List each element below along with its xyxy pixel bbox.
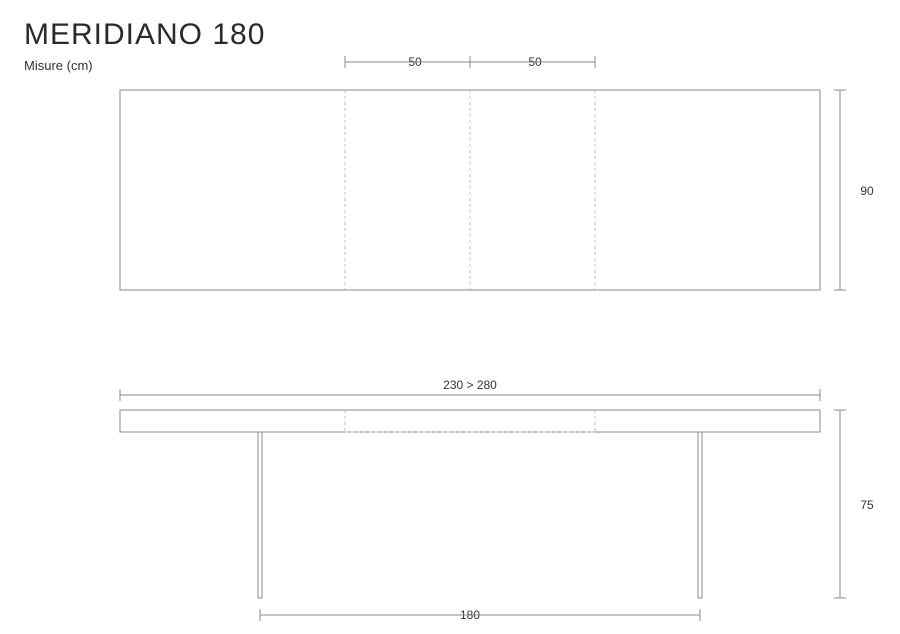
side-view-leg-right [698,432,702,598]
technical-drawing [0,0,900,634]
side-view-top [120,410,820,432]
side-view-leg-left [258,432,262,598]
